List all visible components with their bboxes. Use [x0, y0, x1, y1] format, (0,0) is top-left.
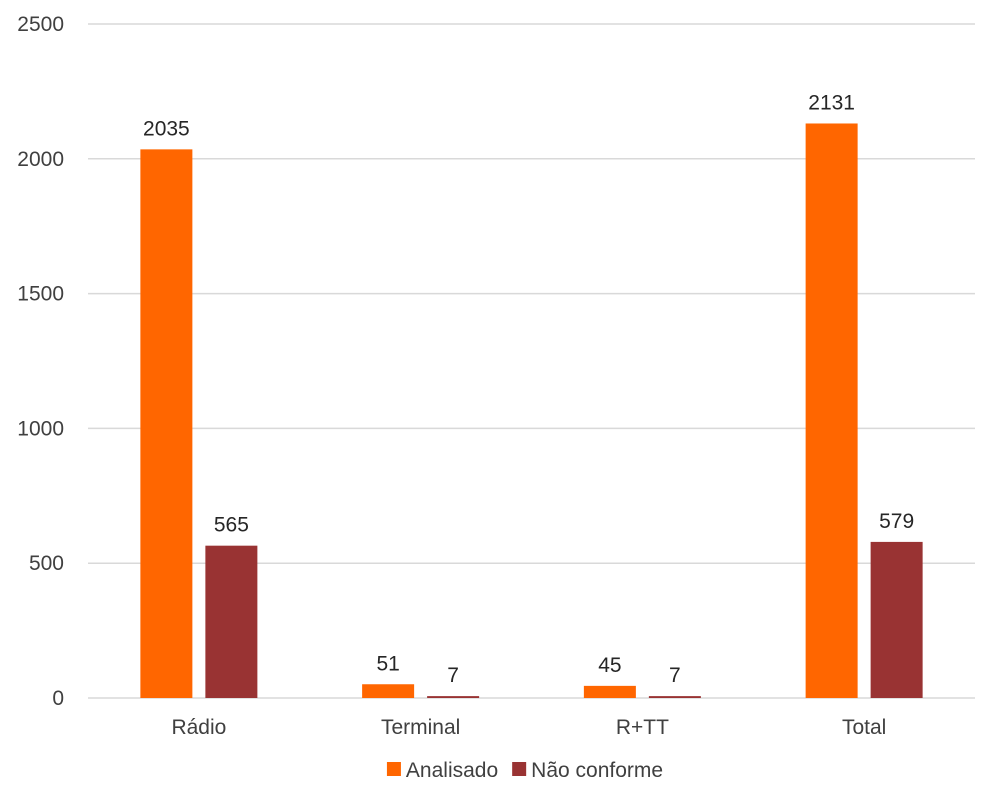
data-label: 579	[879, 510, 914, 533]
bar-analisado-0	[140, 149, 193, 698]
bar-n-o-conforme-2	[648, 696, 701, 698]
bar-analisado-2	[583, 685, 636, 698]
y-tick-label: 2500	[17, 13, 64, 36]
data-label: 2131	[808, 91, 855, 114]
legend-label: Analisado	[406, 759, 498, 782]
bar-analisado-1	[362, 684, 415, 698]
x-category-label: R+TT	[616, 716, 669, 739]
bars	[140, 123, 923, 698]
y-tick-label: 0	[52, 687, 64, 710]
data-label: 51	[376, 652, 399, 675]
bar-n-o-conforme-0	[205, 545, 258, 698]
data-label: 45	[598, 654, 621, 677]
data-labels: 2035 565 51 7 45 7 2131 579	[143, 91, 914, 687]
x-category-label: Rádio	[171, 716, 226, 739]
legend-swatch	[512, 762, 527, 776]
x-axis-categories: Rádio Terminal R+TT Total	[171, 716, 886, 739]
data-label: 7	[669, 664, 681, 687]
data-label: 7	[447, 664, 459, 687]
y-tick-label: 1500	[17, 283, 64, 306]
y-tick-label: 500	[29, 552, 64, 575]
legend: Analisado Não conforme	[386, 759, 663, 782]
x-category-label: Terminal	[381, 716, 460, 739]
y-tick-label: 2000	[17, 148, 64, 171]
data-label: 2035	[143, 117, 190, 140]
y-axis-ticks: 0 500 1000 1500 2000 2500	[17, 13, 64, 710]
y-tick-label: 1000	[17, 417, 64, 440]
legend-swatch	[386, 762, 401, 776]
legend-label: Não conforme	[531, 759, 663, 782]
bar-n-o-conforme-1	[427, 696, 480, 698]
data-label: 565	[214, 514, 249, 537]
bar-analisado-3	[805, 123, 858, 698]
bar-n-o-conforme-3	[870, 541, 923, 698]
x-category-label: Total	[842, 716, 886, 739]
